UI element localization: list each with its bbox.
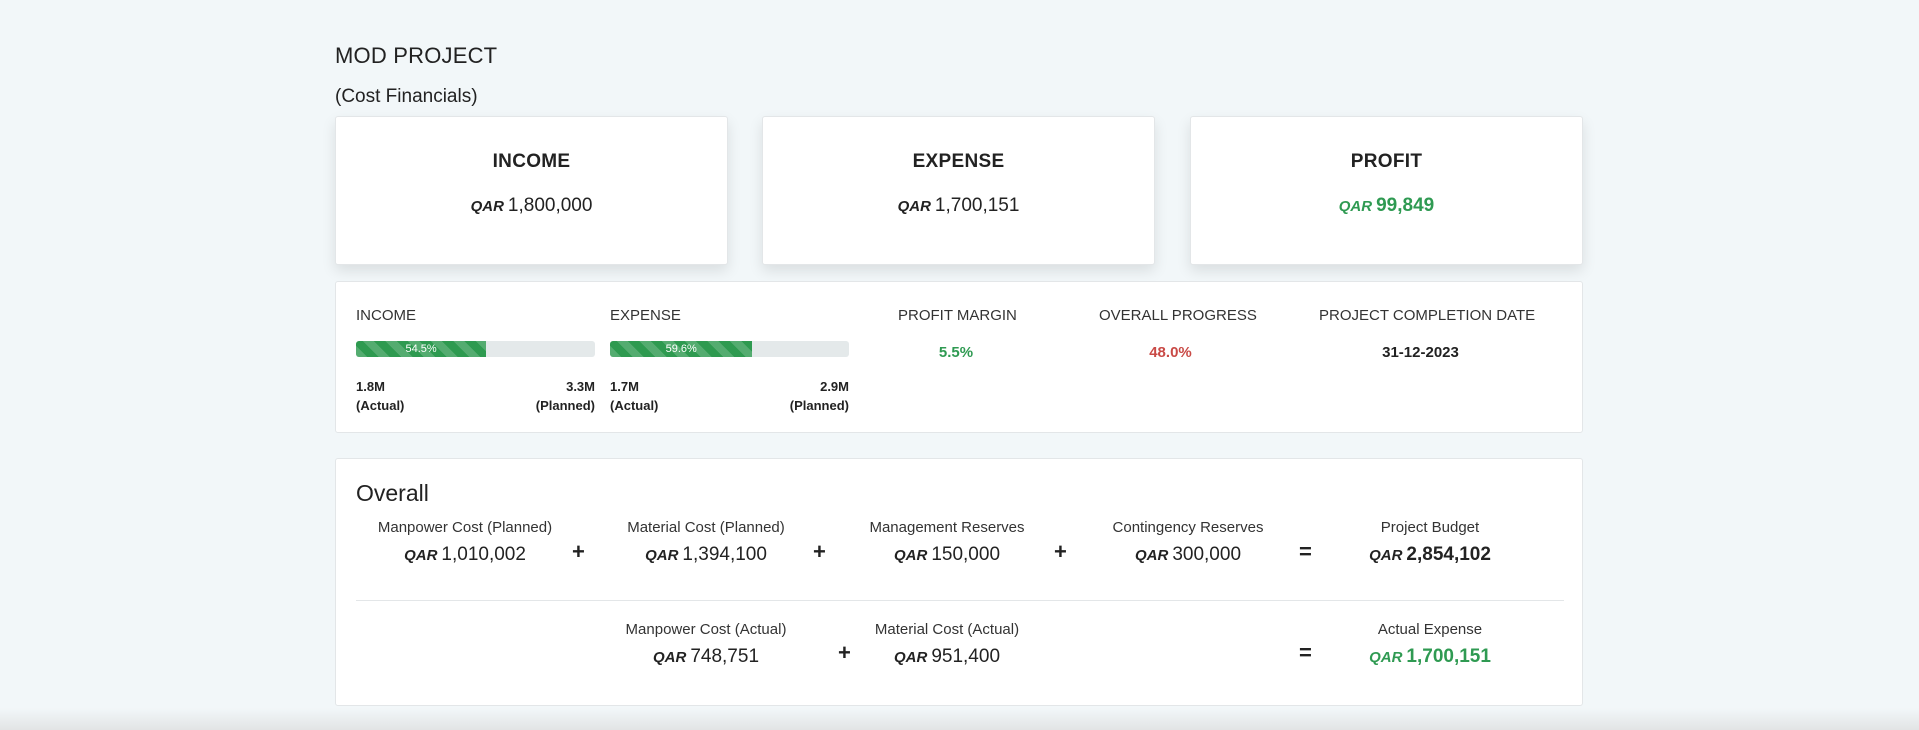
- project-budget-label: Project Budget: [1380, 519, 1480, 536]
- material-actual-label: Material Cost (Actual): [874, 621, 1020, 638]
- profit-margin-value: 5.5%: [938, 344, 974, 361]
- expense-actual-value: 1.7M: [610, 379, 639, 394]
- expense-planned-label: (Planned): [789, 398, 849, 413]
- management-reserves-amount: 150,000: [931, 544, 1001, 565]
- equals-operator: =: [1299, 640, 1312, 665]
- expense-actual: 1.7M (Actual): [610, 377, 658, 415]
- expense-card-label: EXPENSE: [912, 151, 1005, 172]
- material-actual-value: QAR 951,400: [847, 646, 1047, 668]
- currency-label: QAR: [1338, 198, 1373, 215]
- manpower-planned: Manpower Cost (Planned) QAR 1,010,002: [365, 519, 565, 566]
- currency-label: QAR: [404, 547, 438, 564]
- income-planned-value: 3.3M: [566, 379, 595, 394]
- manpower-actual: Manpower Cost (Actual) QAR 748,751: [606, 621, 806, 668]
- overall-progress-label: OVERALL PROGRESS: [1099, 307, 1257, 324]
- currency-label: QAR: [470, 198, 504, 215]
- project-budget: Project Budget QAR 2,854,102: [1330, 519, 1530, 566]
- currency-label: QAR: [652, 649, 687, 666]
- income-actual-label: (Actual): [356, 398, 405, 413]
- income-stat-label: INCOME: [356, 307, 416, 324]
- project-budget-amount: 2,854,102: [1406, 544, 1491, 565]
- overall-progress-value: 48.0%: [1149, 344, 1192, 361]
- manpower-actual-label: Manpower Cost (Actual): [625, 621, 787, 638]
- income-card: INCOME QAR 1,800,000: [335, 116, 728, 265]
- income-card-label: INCOME: [492, 151, 571, 172]
- management-reserves: Management Reserves QAR 150,000: [847, 519, 1047, 566]
- actual-expense: Actual Expense QAR 1,700,151: [1330, 621, 1530, 668]
- income-actual: 1.8M (Actual): [356, 377, 404, 415]
- overall-title: Overall: [356, 480, 429, 506]
- income-progress-bar: 54.5%: [356, 341, 595, 357]
- expense-progress-fill: 59.6%: [610, 341, 753, 357]
- expense-progress-bar: 59.6%: [610, 341, 849, 357]
- expense-planned: 2.9M (Planned): [749, 377, 849, 415]
- expense-amount: 1,700,151: [934, 195, 1020, 216]
- currency-label: QAR: [1369, 547, 1403, 564]
- page-title: MOD PROJECT: [335, 43, 498, 68]
- manpower-actual-value: QAR 748,751: [606, 646, 806, 668]
- summary-cards: INCOME QAR 1,800,000 EXPENSE QAR 1,700,151…: [335, 116, 1583, 265]
- profit-card: PROFIT QAR 99,849: [1190, 116, 1583, 265]
- completion-date-value: 31-12-2023: [1382, 344, 1459, 361]
- plus-operator: +: [813, 539, 826, 564]
- currency-label: QAR: [893, 547, 928, 564]
- manpower-actual-amount: 748,751: [690, 646, 760, 667]
- profit-card-label: PROFIT: [1350, 151, 1423, 172]
- income-progress-fill: 54.5%: [356, 341, 487, 357]
- expense-card-value: QAR 1,700,151: [763, 195, 1154, 217]
- contingency-reserves: Contingency Reserves QAR 300,000: [1088, 519, 1288, 566]
- management-reserves-label: Management Reserves: [869, 519, 1025, 536]
- material-planned-amount: 1,394,100: [682, 544, 767, 565]
- income-actual-value: 1.8M: [356, 379, 385, 394]
- manpower-planned-label: Manpower Cost (Planned): [377, 519, 553, 536]
- page-subtitle: (Cost Financials): [335, 86, 478, 107]
- expense-stat-label: EXPENSE: [610, 307, 681, 324]
- contingency-reserves-value: QAR 300,000: [1088, 544, 1288, 566]
- actual-expense-value: QAR 1,700,151: [1330, 646, 1530, 668]
- expense-actual-label: (Actual): [610, 398, 659, 413]
- project-budget-value: QAR 2,854,102: [1330, 544, 1530, 566]
- actual-expense-label: Actual Expense: [1377, 621, 1483, 638]
- currency-label: QAR: [645, 547, 679, 564]
- contingency-reserves-amount: 300,000: [1172, 544, 1242, 565]
- currency-label: QAR: [893, 649, 928, 666]
- material-actual-amount: 951,400: [931, 646, 1001, 667]
- expense-planned-value: 2.9M: [820, 379, 849, 394]
- divider: [356, 600, 1564, 601]
- contingency-reserves-label: Contingency Reserves: [1112, 519, 1264, 536]
- plus-operator: +: [1054, 539, 1067, 564]
- profit-amount: 99,849: [1376, 195, 1435, 216]
- stats-panel: INCOME 54.5% 1.8M (Actual) 3.3M (Planned…: [335, 281, 1583, 433]
- equals-operator: =: [1299, 539, 1312, 564]
- actual-expense-amount: 1,700,151: [1406, 646, 1491, 667]
- profit-margin-label: PROFIT MARGIN: [898, 307, 1017, 324]
- currency-label: QAR: [1134, 547, 1169, 564]
- plus-operator: +: [838, 640, 851, 665]
- material-actual: Material Cost (Actual) QAR 951,400: [847, 621, 1047, 668]
- income-card-value: QAR 1,800,000: [336, 195, 727, 217]
- currency-label: QAR: [1369, 649, 1403, 666]
- overall-panel: Overall Manpower Cost (Planned) QAR 1,010…: [335, 458, 1583, 706]
- material-planned-value: QAR 1,394,100: [606, 544, 806, 566]
- completion-date-label: PROJECT COMPLETION DATE: [1319, 307, 1536, 324]
- material-planned-label: Material Cost (Planned): [627, 519, 785, 536]
- manpower-planned-amount: 1,010,002: [441, 544, 526, 565]
- expense-card: EXPENSE QAR 1,700,151: [762, 116, 1155, 265]
- window-bottom-edge: [0, 708, 1919, 730]
- income-planned: 3.3M (Planned): [495, 377, 595, 415]
- material-planned: Material Cost (Planned) QAR 1,394,100: [606, 519, 806, 566]
- income-planned-label: (Planned): [535, 398, 595, 413]
- management-reserves-value: QAR 150,000: [847, 544, 1047, 566]
- plus-operator: +: [572, 539, 585, 564]
- profit-card-value: QAR 99,849: [1191, 195, 1582, 217]
- income-amount: 1,800,000: [507, 195, 593, 216]
- manpower-planned-value: QAR 1,010,002: [365, 544, 565, 566]
- currency-label: QAR: [897, 198, 931, 215]
